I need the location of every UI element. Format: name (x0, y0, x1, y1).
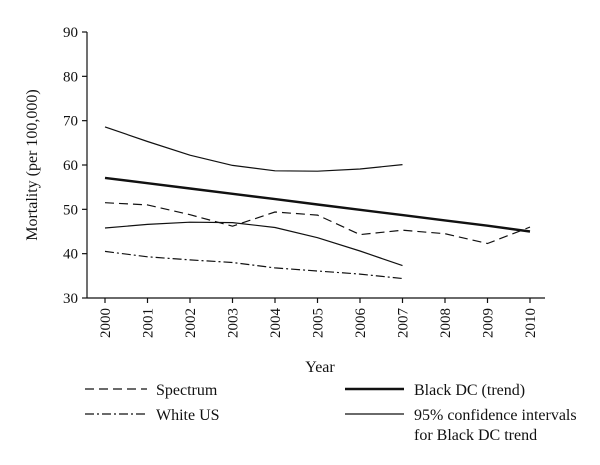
legend-label-spectrum: Spectrum (156, 382, 218, 399)
legend: Spectrum White US Black DC (trend) 95% c… (85, 382, 577, 444)
x-axis-label: Year (305, 359, 335, 376)
y-tick-label-70: 70 (63, 114, 78, 130)
y-tick-label-60: 60 (63, 158, 78, 174)
series-line-spectrum (104, 202, 531, 245)
legend-item-spectrum: Spectrum (85, 382, 218, 399)
series-line-white-us (104, 250, 403, 280)
x-tick-label-2003: 2003 (226, 308, 242, 338)
x-tick-label-2009: 2009 (481, 308, 497, 338)
series-line-black-dc-trend (104, 176, 531, 233)
y-tick-label-80: 80 (63, 69, 78, 85)
legend-item-confidence-intervals: 95% confidence intervals for Black DC tr… (345, 407, 577, 444)
x-ticks: 2000 2001 2002 2003 2004 2005 2006 2007 2008 2009… (98, 298, 539, 338)
series-line-ci-upper (104, 126, 403, 172)
axes (86, 32, 545, 299)
y-tick-label-30: 30 (63, 291, 78, 307)
legend-label-black-dc-trend: Black DC (trend) (414, 382, 525, 399)
legend-item-white-us: White US (85, 407, 220, 424)
x-tick-label-2008: 2008 (438, 308, 454, 338)
legend-label-confidence-intervals-line2: for Black DC trend (414, 427, 537, 444)
y-tick-label-50: 50 (63, 202, 78, 218)
plot-lines (104, 126, 531, 280)
y-tick-label-90: 90 (63, 25, 78, 41)
x-tick-label-2002: 2002 (183, 308, 199, 338)
x-tick-label-2000: 2000 (98, 308, 114, 338)
x-tick-label-2004: 2004 (268, 308, 284, 339)
y-ticks: 30 40 50 60 70 80 90 (63, 25, 87, 307)
y-axis-label: Mortality (per 100,000) (24, 89, 41, 241)
legend-label-white-us: White US (156, 407, 220, 424)
x-tick-label-2007: 2007 (396, 308, 412, 339)
x-tick-label-2005: 2005 (311, 308, 327, 338)
legend-label-confidence-intervals-line1: 95% confidence intervals (414, 407, 577, 424)
x-tick-label-2010: 2010 (523, 308, 539, 338)
series-line-ci-lower (104, 221, 403, 267)
x-tick-label-2006: 2006 (353, 308, 369, 339)
x-tick-label-2001: 2001 (141, 308, 157, 338)
y-tick-label-40: 40 (63, 247, 78, 263)
legend-item-black-dc-trend: Black DC (trend) (345, 382, 525, 399)
